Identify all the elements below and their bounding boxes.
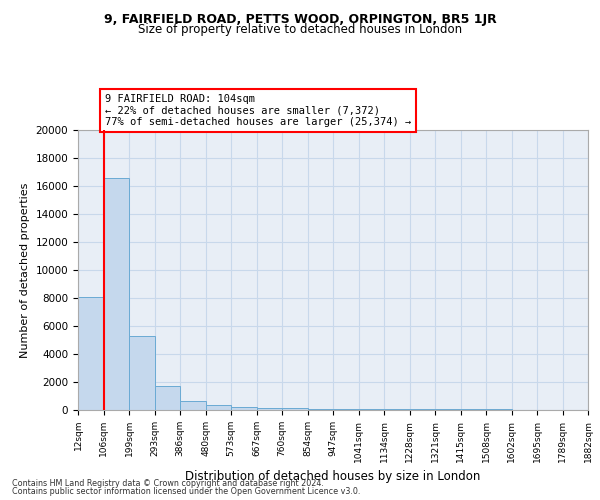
Bar: [308, 409, 333, 410]
Text: 9, FAIRFIELD ROAD, PETTS WOOD, ORPINGTON, BR5 1JR: 9, FAIRFIELD ROAD, PETTS WOOD, ORPINGTON…: [104, 12, 496, 26]
Bar: [333, 409, 359, 410]
X-axis label: Distribution of detached houses by size in London: Distribution of detached houses by size …: [185, 470, 481, 483]
Text: Contains public sector information licensed under the Open Government Licence v3: Contains public sector information licen…: [12, 487, 361, 496]
Bar: [384, 409, 410, 410]
Bar: [180, 401, 206, 410]
Bar: [104, 178, 129, 410]
Text: Size of property relative to detached houses in London: Size of property relative to detached ho…: [138, 22, 462, 36]
Bar: [359, 409, 384, 410]
Bar: [257, 408, 282, 410]
Bar: [282, 408, 308, 410]
Bar: [129, 336, 155, 410]
Text: 9 FAIRFIELD ROAD: 104sqm
← 22% of detached houses are smaller (7,372)
77% of sem: 9 FAIRFIELD ROAD: 104sqm ← 22% of detach…: [105, 94, 411, 127]
Bar: [155, 386, 180, 410]
Bar: [78, 296, 104, 410]
Bar: [231, 407, 257, 410]
Text: Contains HM Land Registry data © Crown copyright and database right 2024.: Contains HM Land Registry data © Crown c…: [12, 478, 324, 488]
Bar: [206, 405, 231, 410]
Y-axis label: Number of detached properties: Number of detached properties: [20, 182, 30, 358]
